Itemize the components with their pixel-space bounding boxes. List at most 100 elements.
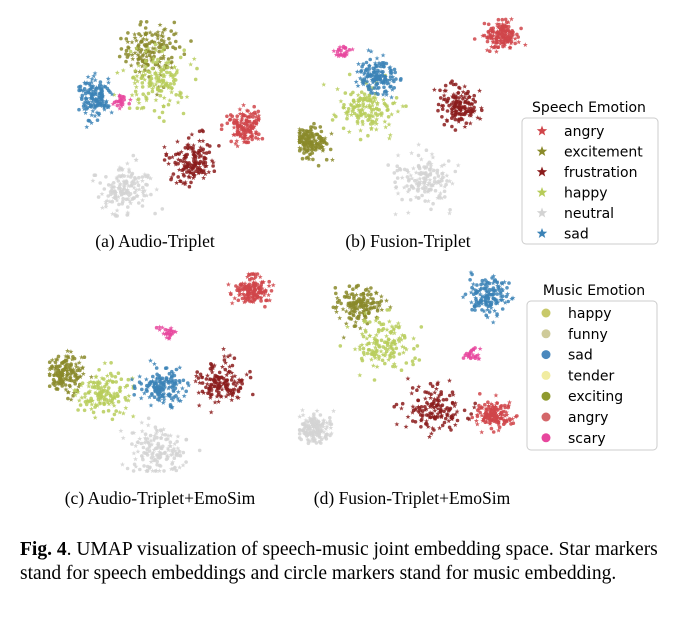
speech-point-frustration — [225, 354, 231, 359]
music-point-frustration — [212, 169, 217, 173]
music-point-frustration — [187, 161, 191, 165]
speech-point-happy — [151, 56, 157, 61]
speech-point-sad — [471, 286, 477, 292]
speech-point-angry — [266, 283, 272, 288]
speech-point-neutral — [135, 179, 140, 185]
music-point-frustration — [450, 79, 454, 83]
speech-point-frustration — [468, 110, 474, 116]
speech-point-neutral — [447, 210, 452, 216]
music-point-excitement — [337, 298, 342, 303]
speech-legend-marker-excitement — [536, 146, 548, 156]
music-point-frustration — [432, 399, 436, 404]
music-point-excitement — [56, 368, 61, 373]
music-point-sad — [155, 372, 159, 377]
speech-point-frustration — [225, 369, 231, 375]
speech-point-neutral — [139, 420, 145, 425]
speech-point-neutral — [135, 449, 141, 454]
music-point-happy — [160, 110, 165, 115]
speech-point-neutral — [144, 192, 150, 198]
music-point-sad — [392, 86, 397, 90]
music-point-happy — [376, 330, 381, 334]
speech-point-happy — [159, 77, 165, 83]
music-point-angry — [254, 118, 258, 123]
speech-point-angry — [490, 36, 496, 41]
music-point-sad — [93, 106, 97, 110]
speech-point-angry — [488, 406, 494, 412]
music-point-frustration — [230, 363, 235, 368]
speech-point-angry — [225, 281, 231, 287]
speech-point-excitement — [136, 53, 142, 59]
speech-point-happy — [134, 91, 140, 97]
speech-point-excitement — [334, 304, 339, 310]
speech-point-sad — [165, 378, 171, 384]
speech-point-frustration — [235, 395, 241, 400]
music-point-excitement — [353, 307, 357, 311]
speech-point-sad — [468, 299, 474, 305]
speech-point-neutral — [144, 468, 149, 473]
music-point-happy — [141, 92, 145, 96]
music-point-frustration — [445, 119, 449, 123]
speech-point-neutral — [393, 211, 399, 217]
speech-point-scary — [117, 102, 123, 107]
speech-point-neutral — [90, 178, 96, 183]
speech-point-frustration — [435, 406, 441, 411]
music-point-frustration — [428, 381, 433, 386]
speech-point-neutral — [438, 176, 444, 181]
speech-point-excitement — [69, 356, 75, 362]
music-point-sad — [504, 294, 509, 299]
speech-point-neutral — [307, 438, 313, 444]
speech-point-neutral — [114, 176, 120, 181]
music-point-neutral — [155, 462, 159, 467]
speech-point-neutral — [170, 459, 176, 465]
speech-point-scary — [168, 328, 174, 334]
speech-point-frustration — [230, 389, 236, 395]
speech-point-excitement — [145, 49, 150, 55]
speech-point-sad — [96, 85, 102, 91]
speech-point-neutral — [120, 435, 126, 441]
speech-point-sad — [361, 81, 366, 87]
music-point-excitement — [143, 26, 148, 30]
speech-point-happy — [357, 344, 363, 349]
music-point-neutral — [137, 175, 141, 180]
speech-point-angry — [486, 415, 492, 421]
music-point-neutral — [313, 416, 317, 421]
music-point-happy — [383, 346, 388, 351]
music-point-neutral — [159, 452, 164, 456]
speech-point-excitement — [137, 69, 143, 74]
music-point-frustration — [466, 89, 470, 94]
music-point-angry — [238, 133, 243, 138]
music-point-angry — [478, 392, 482, 396]
music-point-happy — [384, 340, 389, 345]
music-point-neutral — [131, 469, 136, 473]
speech-point-neutral — [320, 424, 326, 429]
speech-point-angry — [494, 21, 500, 27]
music-point-neutral — [174, 468, 179, 473]
music-point-excitement — [82, 355, 87, 360]
speech-point-frustration — [416, 409, 422, 415]
music-point-sad — [184, 389, 188, 394]
speech-point-neutral — [300, 412, 306, 418]
music-point-excitement — [157, 49, 161, 54]
speech-point-excitement — [353, 285, 359, 290]
music-point-neutral — [153, 211, 157, 216]
music-point-frustration — [436, 102, 441, 107]
speech-point-frustration — [201, 167, 207, 173]
speech-point-sad — [365, 69, 371, 75]
speech-point-frustration — [455, 116, 461, 122]
music-point-excitement — [307, 143, 312, 147]
music-point-sad — [491, 286, 496, 290]
music-point-neutral — [120, 202, 124, 206]
speech-point-excitement — [157, 22, 163, 28]
music-point-angry — [502, 418, 506, 423]
music-point-neutral — [149, 192, 153, 197]
speech-legend-label-angry: angry — [564, 124, 604, 140]
speech-point-sad — [85, 105, 91, 110]
speech-point-angry — [244, 274, 250, 279]
speech-point-frustration — [467, 94, 473, 100]
speech-point-frustration — [451, 104, 457, 109]
speech-point-excitement — [308, 128, 314, 134]
speech-point-frustration — [432, 408, 438, 413]
speech-point-neutral — [156, 468, 162, 473]
music-point-frustration — [447, 425, 452, 430]
speech-point-excitement — [135, 56, 141, 61]
